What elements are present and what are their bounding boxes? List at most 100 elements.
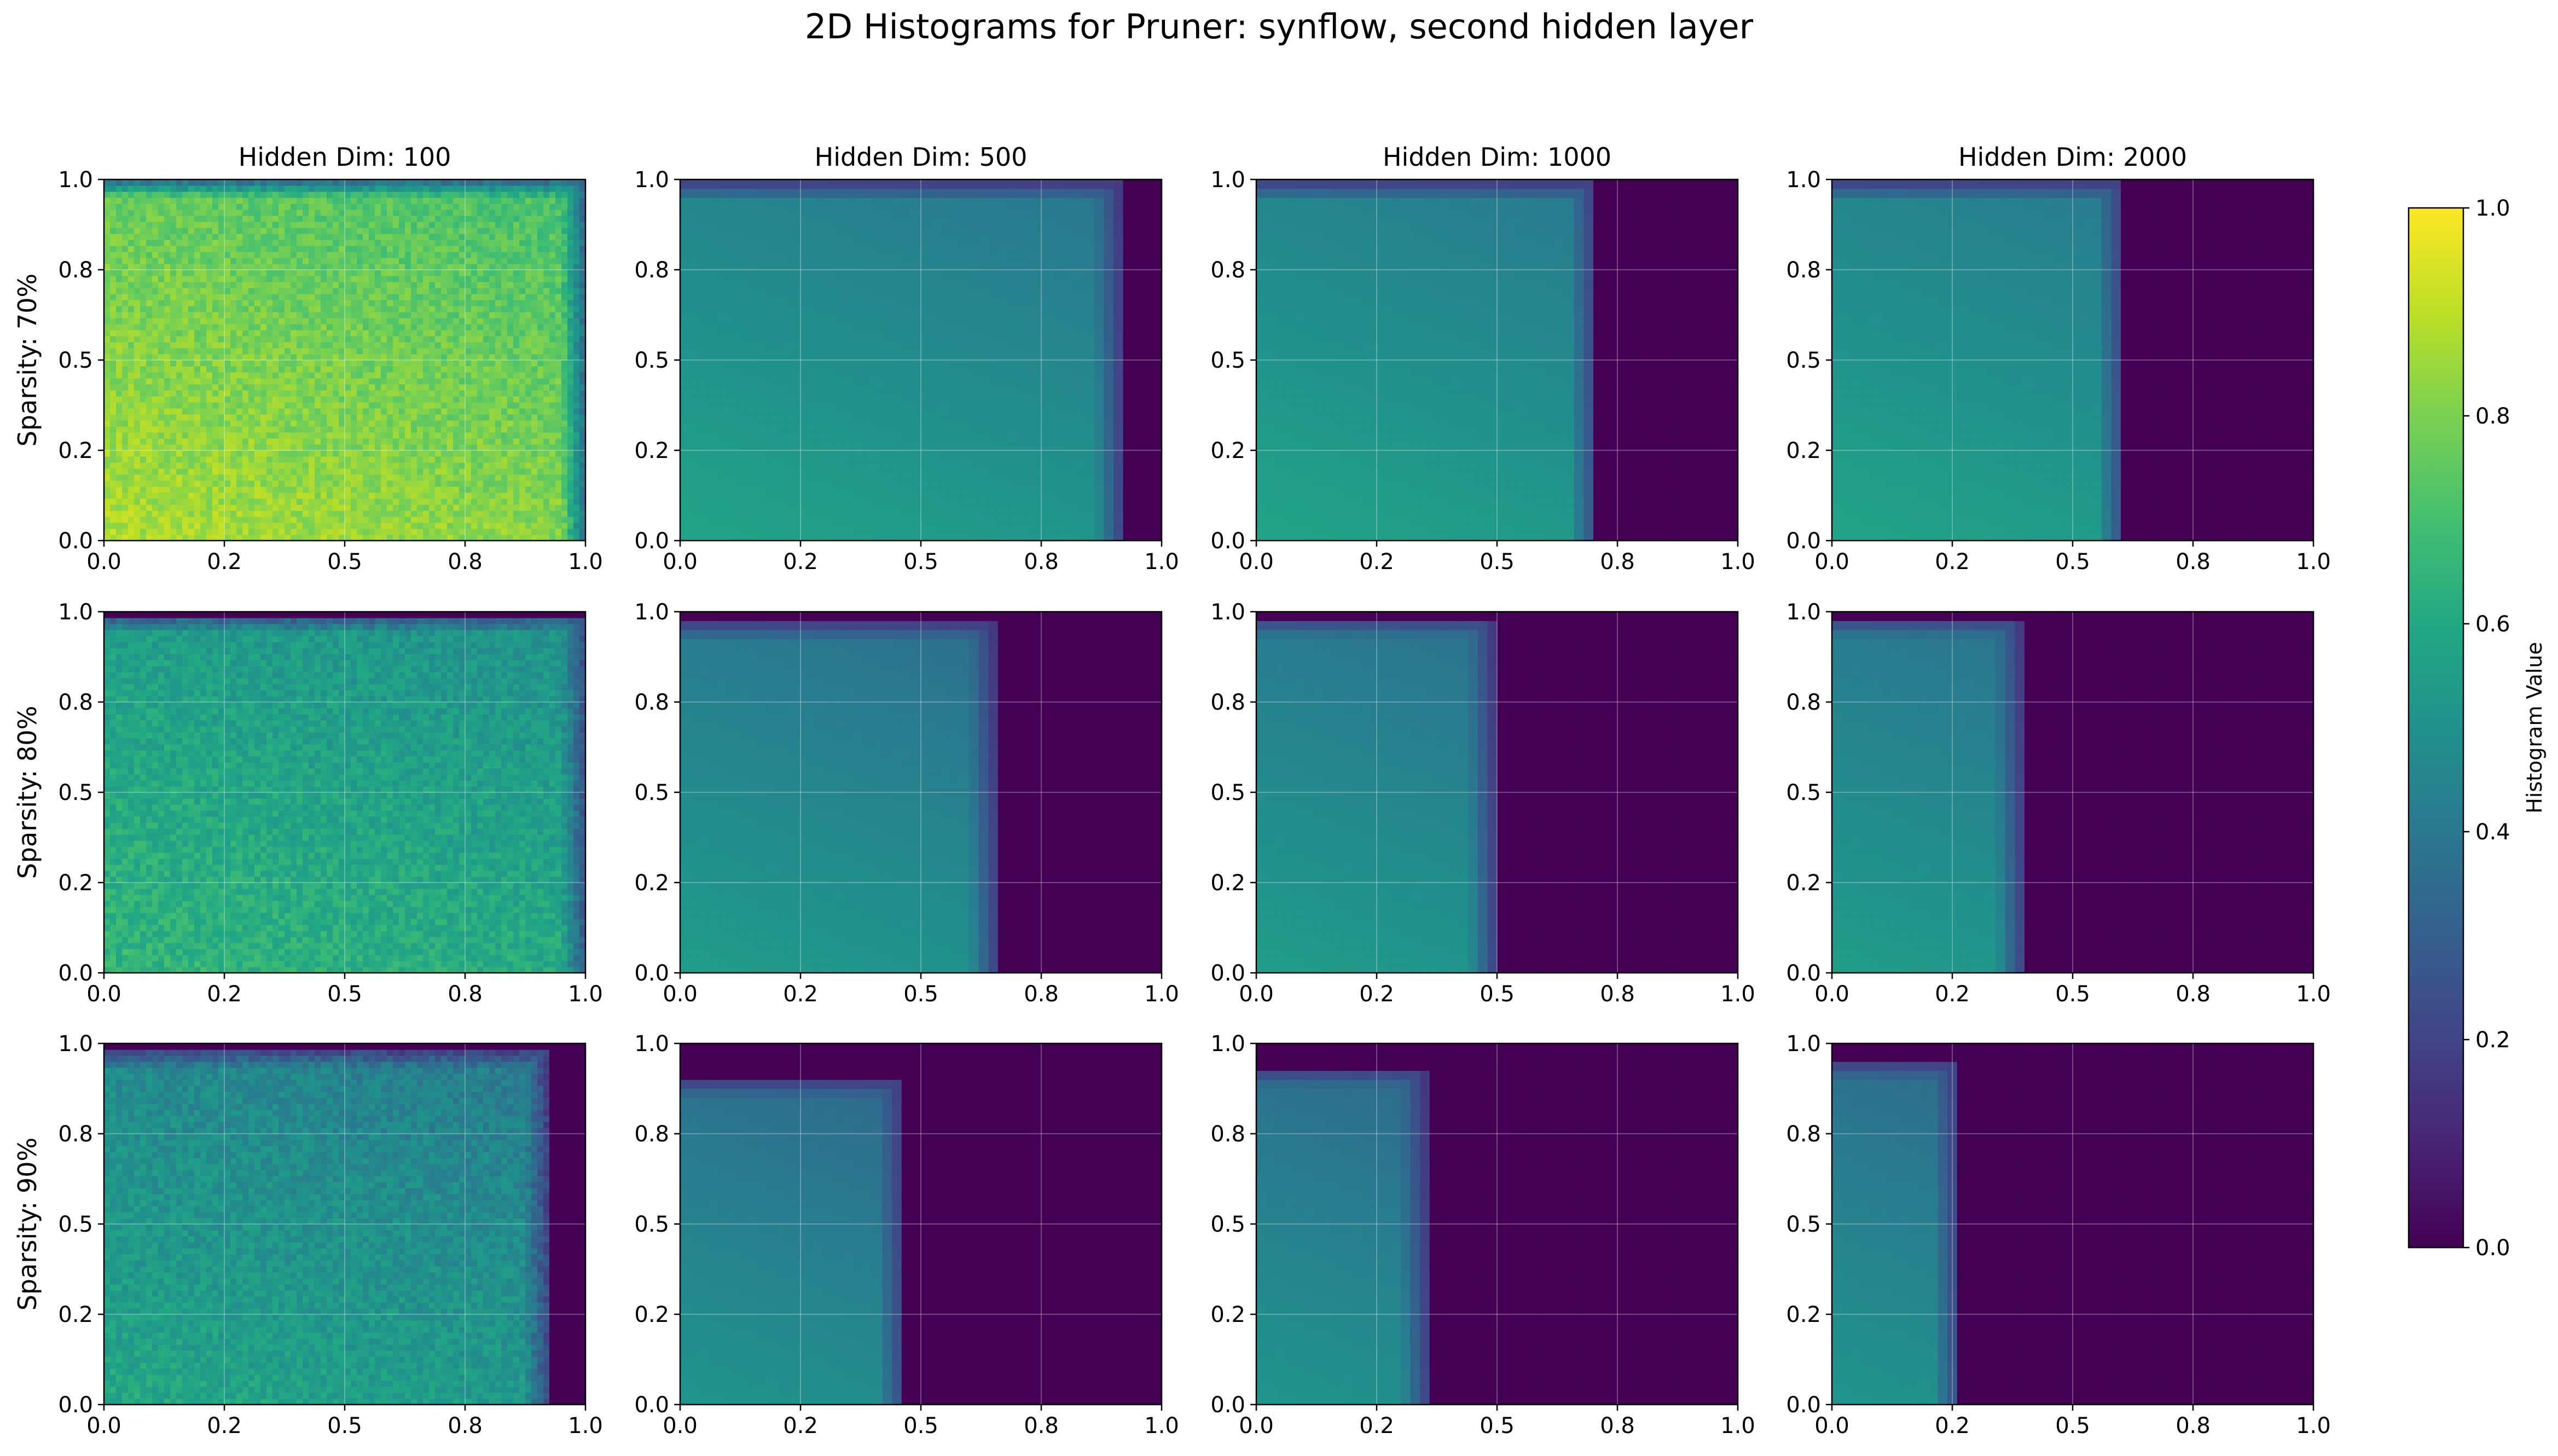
heatmap-cell bbox=[507, 390, 514, 397]
heatmap-cell bbox=[543, 318, 550, 324]
heatmap-cell bbox=[531, 511, 538, 517]
heatmap-cell bbox=[158, 192, 165, 198]
heatmap-cell bbox=[393, 366, 399, 373]
heatmap-cell bbox=[333, 480, 339, 487]
heatmap-cell bbox=[140, 468, 147, 475]
heatmap-cell bbox=[549, 378, 556, 385]
heatmap-cell bbox=[152, 456, 159, 463]
heatmap-cell bbox=[543, 240, 550, 246]
heatmap-cell bbox=[357, 312, 363, 318]
heatmap-cell bbox=[988, 532, 998, 541]
heatmap-cell bbox=[254, 288, 261, 294]
heatmap-cell bbox=[272, 354, 279, 361]
heatmap-cell bbox=[158, 270, 165, 276]
heatmap-cell bbox=[266, 336, 273, 343]
heatmap-cell bbox=[465, 348, 472, 355]
heatmap-cell bbox=[266, 402, 273, 409]
heatmap-cell bbox=[555, 300, 562, 306]
heatmap-cell bbox=[447, 414, 454, 421]
heatmap-cell bbox=[309, 210, 315, 216]
heatmap-cell bbox=[345, 474, 351, 481]
heatmap-cell bbox=[483, 498, 490, 505]
heatmap-cell bbox=[260, 372, 267, 379]
heatmap-cell bbox=[285, 529, 291, 535]
heatmap-cell bbox=[140, 517, 147, 523]
heatmap-cell bbox=[375, 300, 381, 306]
heatmap-cell bbox=[549, 348, 556, 355]
heatmap-cell bbox=[699, 504, 709, 514]
heatmap-cell bbox=[164, 474, 171, 481]
heatmap-cell bbox=[146, 198, 153, 204]
heatmap-cell bbox=[429, 306, 436, 312]
heatmap-cell bbox=[212, 372, 219, 379]
heatmap-cell bbox=[543, 366, 550, 373]
heatmap-cell bbox=[272, 408, 279, 415]
heatmap-cell bbox=[327, 258, 333, 264]
heatmap-cell bbox=[128, 234, 135, 240]
heatmap-cell bbox=[315, 336, 321, 343]
heatmap-cell bbox=[561, 204, 568, 210]
heatmap-cell bbox=[327, 456, 333, 463]
heatmap-cell bbox=[483, 390, 490, 397]
heatmap-cell bbox=[351, 444, 357, 451]
heatmap-cell bbox=[411, 204, 417, 210]
heatmap-cell bbox=[573, 246, 580, 252]
heatmap-cell bbox=[218, 264, 225, 270]
heatmap-cell bbox=[489, 246, 496, 252]
heatmap-cell bbox=[327, 264, 333, 270]
heatmap-cell bbox=[128, 414, 135, 421]
heatmap-cell bbox=[303, 420, 309, 427]
heatmap-cell bbox=[417, 210, 424, 216]
heatmap-cell bbox=[122, 204, 129, 210]
heatmap-cell bbox=[399, 402, 405, 409]
heatmap-cell bbox=[164, 294, 171, 300]
heatmap-cell bbox=[260, 529, 267, 535]
heatmap-cell bbox=[188, 306, 195, 312]
heatmap-cell bbox=[333, 210, 339, 216]
heatmap-cell bbox=[230, 198, 237, 204]
heatmap-cell bbox=[230, 318, 237, 324]
heatmap-cell bbox=[573, 204, 580, 210]
heatmap-cell bbox=[110, 468, 117, 475]
heatmap-cell bbox=[387, 396, 393, 403]
heatmap-cell bbox=[417, 504, 424, 511]
heatmap-cell bbox=[152, 264, 159, 270]
heatmap-cell bbox=[345, 246, 351, 252]
heatmap-cell bbox=[747, 514, 757, 523]
heatmap-cell bbox=[453, 252, 460, 258]
heatmap-cell bbox=[254, 360, 261, 367]
heatmap-cell bbox=[381, 366, 387, 373]
heatmap-cell bbox=[477, 330, 484, 337]
heatmap-cell bbox=[116, 456, 123, 463]
heatmap-cell bbox=[501, 222, 508, 228]
heatmap-cell bbox=[291, 498, 297, 505]
heatmap-cell bbox=[477, 246, 484, 252]
heatmap-cell bbox=[134, 511, 141, 517]
heatmap-cell bbox=[417, 390, 424, 397]
heatmap-cell bbox=[164, 234, 171, 240]
heatmap-cell bbox=[206, 318, 213, 324]
heatmap-cell bbox=[351, 198, 357, 204]
heatmap-cell bbox=[1075, 532, 1085, 541]
heatmap-cell bbox=[447, 294, 454, 300]
heatmap-cell bbox=[351, 402, 357, 409]
heatmap-cell bbox=[477, 252, 484, 258]
heatmap-cell bbox=[537, 276, 544, 282]
heatmap-cell bbox=[212, 492, 219, 499]
heatmap-cell bbox=[200, 324, 207, 330]
heatmap-cell bbox=[333, 438, 339, 445]
heatmap-cell bbox=[567, 486, 574, 493]
heatmap-cell bbox=[567, 306, 574, 312]
heatmap-cell bbox=[224, 529, 231, 535]
heatmap-cell bbox=[543, 450, 550, 457]
heatmap-cell bbox=[321, 348, 327, 355]
heatmap-cell bbox=[405, 408, 411, 415]
heatmap-cell bbox=[170, 450, 177, 457]
heatmap-cell bbox=[200, 468, 207, 475]
heatmap-cell bbox=[483, 384, 490, 391]
heatmap-cell bbox=[134, 276, 141, 282]
heatmap-cell bbox=[176, 523, 183, 529]
heatmap-cell bbox=[405, 402, 411, 409]
heatmap-cell bbox=[230, 264, 237, 270]
heatmap-cell bbox=[405, 348, 411, 355]
